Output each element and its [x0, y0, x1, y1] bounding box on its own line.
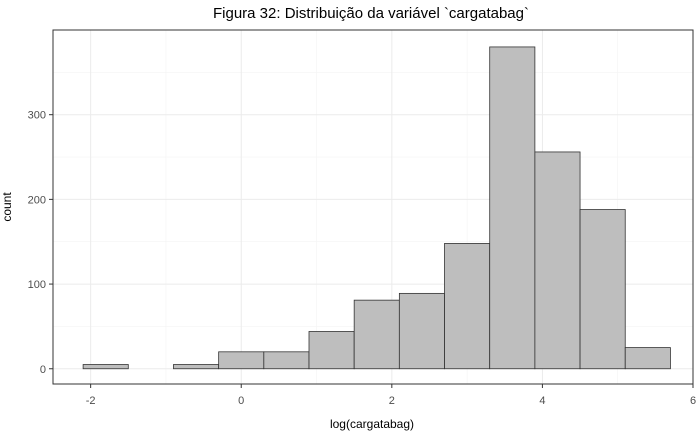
plot-panel-border [52, 29, 694, 385]
bars [82, 46, 671, 370]
x-tick-label: -2 [86, 395, 96, 407]
histogram-bar [308, 331, 355, 370]
x-tick-label: 4 [539, 395, 545, 407]
chart-title: Figura 32: Distribuição da variável `car… [213, 5, 529, 22]
y-tick-label: 200 [28, 194, 46, 206]
histogram-bar [398, 292, 445, 370]
y-tick-label: 300 [28, 110, 46, 122]
histogram-bar [82, 364, 129, 370]
x-tick-label: 6 [690, 395, 696, 407]
histogram-bar [624, 347, 671, 370]
y-tick-label: 0 [40, 364, 46, 376]
histogram-bar [263, 351, 310, 370]
histogram-bar [444, 243, 491, 370]
histogram-bar [173, 364, 220, 370]
histogram-bar [534, 151, 581, 370]
x-tick-label: 0 [238, 395, 244, 407]
axes: -2 0 2 4 6 0 100 200 300 [28, 110, 696, 407]
histogram-bar [218, 351, 265, 370]
x-axis-title: log(cargatabag) [330, 417, 414, 431]
y-tick-label: 100 [28, 279, 46, 291]
x-tick-label: 2 [389, 395, 395, 407]
histogram-bar [579, 209, 626, 370]
y-axis-title: count [0, 192, 14, 222]
histogram-bar [353, 299, 400, 370]
histogram-bar [489, 46, 536, 370]
